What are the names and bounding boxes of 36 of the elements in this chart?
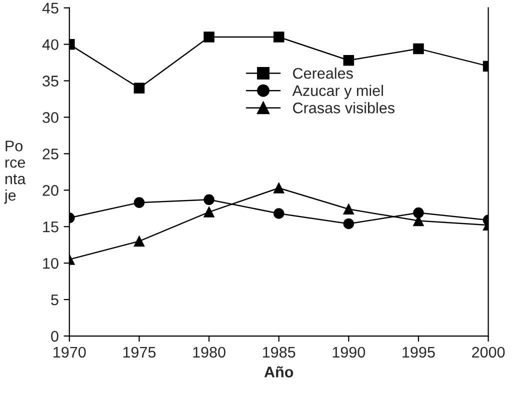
y-tick-label: 25	[42, 148, 58, 160]
x-tick-label: 1985	[263, 346, 296, 358]
x-axis-title: Año	[264, 366, 294, 378]
legend-label: Crasas visibles	[293, 102, 394, 114]
point	[413, 43, 424, 54]
y-tick-label: 10	[43, 258, 58, 269]
point	[134, 236, 145, 247]
point	[204, 206, 214, 218]
point	[413, 207, 424, 218]
y-tick-label: 15	[43, 222, 58, 232]
legend-label: Azucar y miel	[292, 84, 383, 100]
point	[273, 32, 284, 42]
point	[134, 82, 145, 94]
y-tick-label: 20	[42, 185, 58, 196]
point	[273, 208, 284, 219]
point	[204, 194, 214, 206]
y-tick-label: 45	[42, 2, 58, 14]
point	[343, 54, 354, 66]
y-tick-label: 0	[51, 330, 58, 342]
point	[134, 197, 145, 208]
point	[204, 32, 214, 42]
legend-label: Cereales	[293, 68, 353, 79]
x-tick-label: 1995	[402, 346, 435, 358]
x-tick-label: 1975	[123, 346, 156, 358]
x-tick-label: 1980	[193, 346, 226, 358]
x-tick-label: 2000	[472, 346, 505, 358]
y-tick-label: 5	[51, 294, 58, 306]
y-tick-label: 30	[42, 112, 58, 123]
x-tick-label: 1990	[332, 346, 366, 358]
y-axis-title: Po rce nta je	[4, 140, 26, 204]
point	[343, 204, 354, 215]
x-tick-label: 1970	[54, 346, 86, 358]
y-tick-label: 35	[42, 76, 58, 86]
y-tick-label: 40	[42, 39, 58, 50]
point	[343, 218, 354, 230]
point	[273, 182, 284, 194]
